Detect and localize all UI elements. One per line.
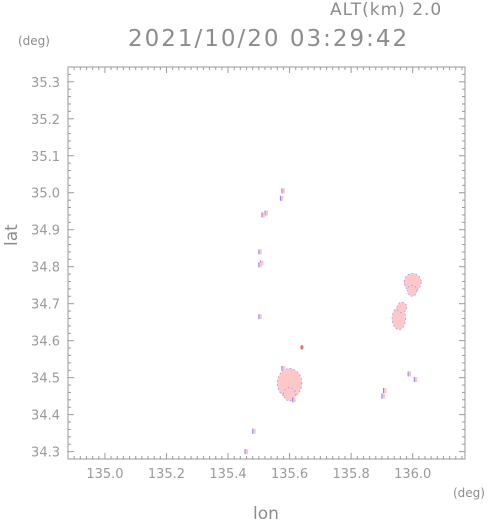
echo-speckle (258, 262, 262, 268)
y-tick-label: 34.8 (31, 261, 60, 276)
altitude-label: ALT(km) 2.0 (330, 0, 443, 20)
echo-speckle (258, 314, 262, 320)
y-tick-label: 34.9 (31, 224, 60, 239)
echo-speckle (381, 393, 385, 399)
plot-frame (67, 66, 466, 460)
axis-layer: 135.0 135.2 135.4 135.6 135.8 136.0 34.3 34.4 34… (31, 66, 466, 482)
echo-speckle (407, 371, 412, 377)
echo-region (396, 301, 408, 313)
y-tick-label: 34.6 (31, 335, 60, 350)
y-tick-label: 35.2 (31, 113, 60, 128)
x-tick-label: 135.4 (209, 467, 246, 482)
y-tick-label: 34.3 (31, 446, 60, 461)
x-tick-label: 135.8 (333, 467, 370, 482)
echo-speckle (281, 365, 285, 371)
echo-region (391, 307, 406, 330)
y-tick-label: 34.4 (31, 409, 60, 424)
echo-speckle (281, 188, 285, 194)
x-axis-unit: (deg) (453, 486, 485, 500)
echo-region (406, 284, 418, 297)
echo-speckle (264, 210, 268, 216)
echo-speckle (279, 195, 284, 201)
y-tick-label: 34.7 (31, 298, 60, 313)
echo-speckle (413, 376, 418, 382)
y-tick-label: 35.1 (31, 150, 60, 165)
x-tick-label: 135.2 (148, 467, 185, 482)
echo-layer (244, 188, 422, 455)
echo-speckle (382, 388, 387, 394)
y-axis-unit: (deg) (18, 34, 50, 48)
x-axis-label: lon (253, 504, 279, 524)
y-tick-label: 34.5 (31, 372, 60, 387)
echo-speckle (292, 397, 296, 403)
echo-speckle (252, 428, 256, 434)
y-tick-label: 35.0 (31, 187, 60, 202)
echo-speckle (258, 249, 262, 255)
y-tick-label: 35.3 (31, 76, 60, 91)
x-tick-label: 136.0 (394, 467, 431, 482)
echo-speckle (261, 212, 265, 218)
chart-title-timestamp: 2021/10/20 03:29:42 (128, 26, 410, 52)
x-tick-label: 135.0 (86, 467, 123, 482)
x-tick-label: 135.6 (271, 467, 308, 482)
echo-speckle (244, 449, 248, 455)
echo-region (300, 345, 304, 350)
